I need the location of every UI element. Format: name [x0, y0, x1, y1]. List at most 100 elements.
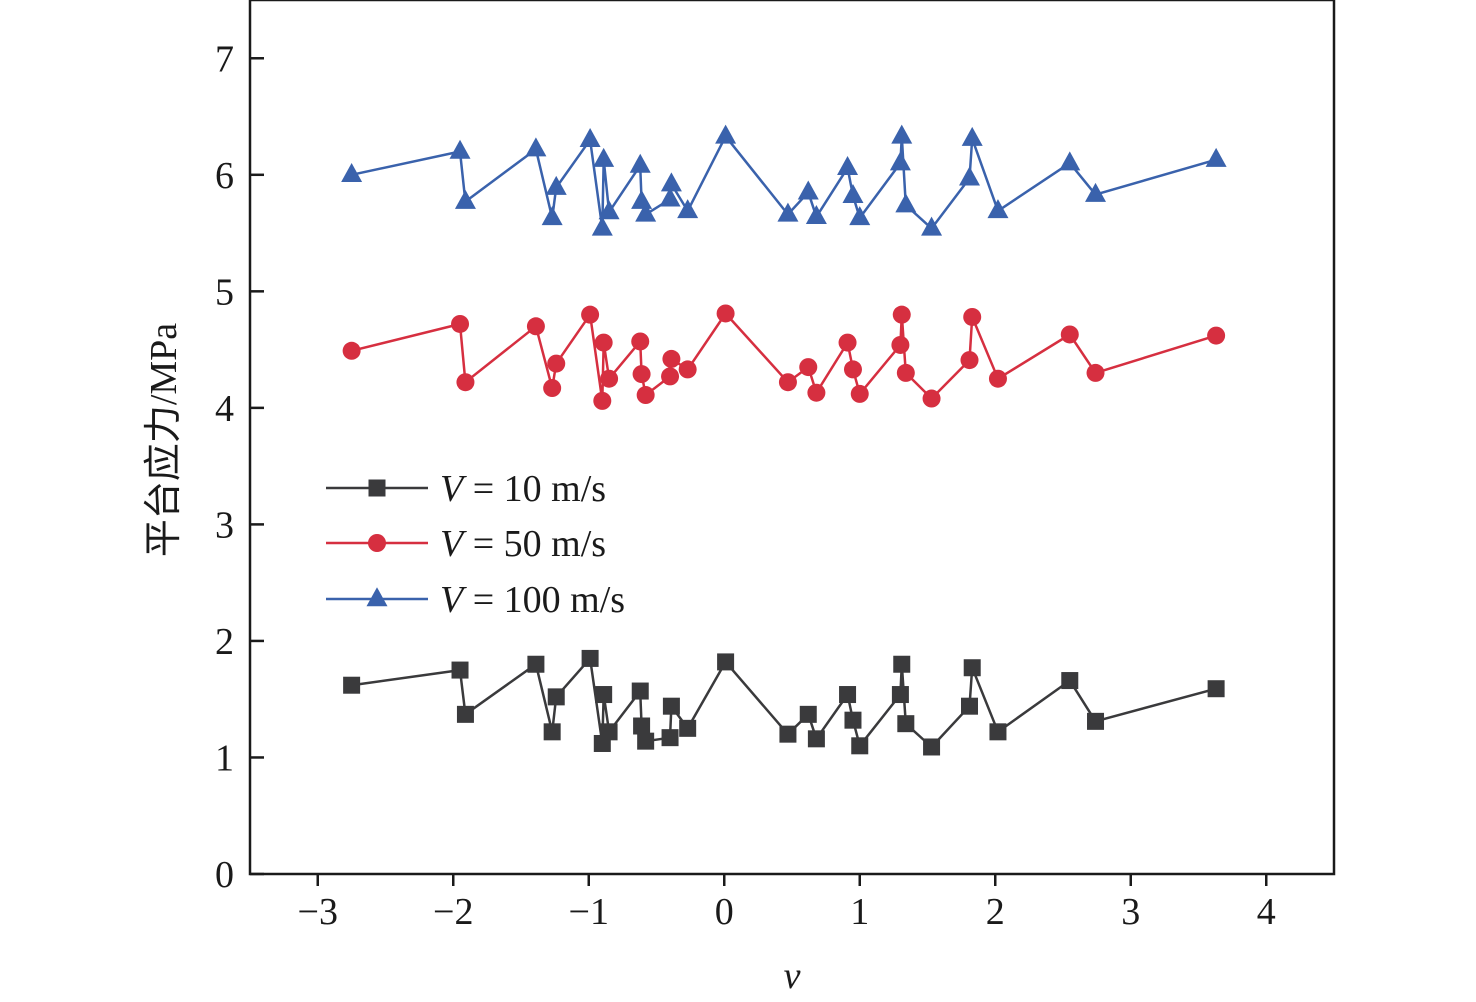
- y-tick-label: 6: [215, 155, 234, 197]
- legend-swatch-triangle-marker: [366, 587, 388, 607]
- data-point-triangle-marker: [891, 124, 913, 144]
- data-point-triangle-marker: [660, 172, 682, 192]
- plot-frame: [248, 0, 1336, 876]
- data-point-square-marker: [897, 715, 915, 733]
- data-point-square-marker: [1087, 712, 1105, 730]
- data-point-square-marker: [581, 649, 599, 667]
- legend-label: V = 50 m/s: [440, 523, 606, 565]
- data-point-square-marker: [807, 730, 825, 748]
- x-tick-label: 3: [1121, 891, 1140, 933]
- legend-item: V = 50 m/s: [326, 523, 606, 565]
- data-point-circle-marker: [543, 379, 562, 398]
- data-point-square-marker: [844, 711, 862, 729]
- legend-label-value: = 50 m/s: [463, 523, 606, 565]
- x-tick-label: −3: [298, 891, 338, 933]
- data-point-triangle-marker: [659, 187, 681, 207]
- data-point-circle-marker: [600, 369, 619, 388]
- data-point-square-marker: [839, 686, 857, 704]
- data-point-triangle-marker: [1059, 151, 1081, 171]
- data-point-square-marker: [891, 686, 909, 704]
- data-point-triangle-marker: [525, 137, 547, 157]
- series-circle: [342, 304, 1226, 410]
- data-point-triangle-marker: [921, 216, 943, 236]
- x-tick-label: 4: [1257, 891, 1276, 933]
- data-point-square-marker: [923, 738, 941, 756]
- legend: V = 10 m/sV = 50 m/sV = 100 m/s: [326, 468, 625, 621]
- x-tick-label: 2: [986, 891, 1005, 933]
- data-point-triangle-marker: [1085, 182, 1107, 202]
- data-point-circle-marker: [631, 332, 650, 351]
- data-point-circle-marker: [594, 333, 613, 352]
- data-point-triangle-marker: [987, 199, 1009, 219]
- data-point-square-marker: [1061, 672, 1079, 690]
- data-point-square-marker: [851, 737, 869, 755]
- data-point-circle-marker: [807, 383, 826, 402]
- legend-label-value: = 10 m/s: [463, 468, 606, 510]
- data-point-circle-marker: [963, 307, 982, 326]
- data-point-circle-marker: [661, 367, 680, 386]
- data-point-circle-marker: [922, 389, 941, 408]
- data-point-square-marker: [547, 688, 565, 706]
- legend-label-variable: V: [440, 523, 467, 565]
- legend-label-variable: V: [440, 468, 467, 510]
- series-triangle: [341, 124, 1227, 236]
- data-point-square-marker: [456, 705, 474, 723]
- data-point-circle-marker: [451, 314, 470, 333]
- data-point-triangle-marker: [842, 183, 864, 203]
- data-point-triangle-marker: [961, 126, 983, 146]
- data-point-circle-marker: [1086, 363, 1105, 382]
- data-point-triangle-marker: [797, 180, 819, 200]
- data-point-triangle-marker: [849, 206, 871, 226]
- y-axis-title: 平台应力/MPa: [143, 323, 185, 557]
- x-tick-label: 0: [715, 891, 734, 933]
- data-point-square-marker: [1207, 680, 1225, 698]
- data-point-circle-marker: [581, 305, 600, 324]
- data-point-circle-marker: [1207, 326, 1226, 345]
- legend-swatch-square-marker: [368, 479, 386, 497]
- data-point-circle-marker: [632, 365, 651, 384]
- data-point-circle-marker: [838, 333, 857, 352]
- legend-item: V = 10 m/s: [326, 468, 606, 510]
- data-point-circle-marker: [678, 360, 697, 379]
- data-point-square-marker: [961, 697, 979, 715]
- y-tick-label: 4: [215, 388, 234, 430]
- y-tick-label: 3: [215, 504, 234, 546]
- data-point-circle-marker: [778, 373, 797, 392]
- x-tick-label: −2: [433, 891, 473, 933]
- data-point-triangle-marker: [677, 199, 699, 219]
- data-point-circle-marker: [547, 354, 566, 373]
- data-point-triangle-marker: [837, 156, 859, 176]
- legend-label: V = 100 m/s: [440, 579, 625, 621]
- data-point-triangle-marker: [635, 202, 657, 222]
- y-tick-label: 0: [215, 854, 234, 896]
- data-point-triangle-marker: [889, 151, 911, 171]
- data-point-triangle-marker: [598, 200, 620, 220]
- data-point-square-marker: [779, 725, 797, 743]
- data-point-triangle-marker: [805, 204, 827, 224]
- data-point-square-marker: [595, 686, 613, 704]
- data-point-circle-marker: [843, 360, 862, 379]
- x-tick-label: 1: [850, 891, 869, 933]
- data-point-circle-marker: [593, 391, 612, 410]
- data-point-square-marker: [661, 729, 679, 747]
- data-point-circle-marker: [342, 341, 361, 360]
- data-point-triangle-marker: [629, 153, 651, 173]
- data-point-circle-marker: [892, 305, 911, 324]
- x-tick-label: −1: [569, 891, 609, 933]
- y-tick-label: 2: [215, 621, 234, 663]
- data-point-circle-marker: [799, 358, 818, 377]
- x-axis-title: v: [784, 955, 801, 997]
- legend-item: V = 100 m/s: [326, 579, 625, 621]
- data-point-square-marker: [637, 732, 655, 750]
- data-point-square-marker: [963, 659, 981, 677]
- data-point-square-marker: [893, 655, 911, 673]
- data-point-square-marker: [543, 723, 561, 741]
- data-point-triangle-marker: [541, 206, 563, 226]
- data-point-square-marker: [600, 723, 618, 741]
- data-point-circle-marker: [988, 369, 1007, 388]
- y-tick-label: 7: [215, 38, 234, 80]
- data-point-square-marker: [989, 723, 1007, 741]
- data-point-triangle-marker: [579, 128, 601, 148]
- y-tick-label: 1: [215, 737, 234, 779]
